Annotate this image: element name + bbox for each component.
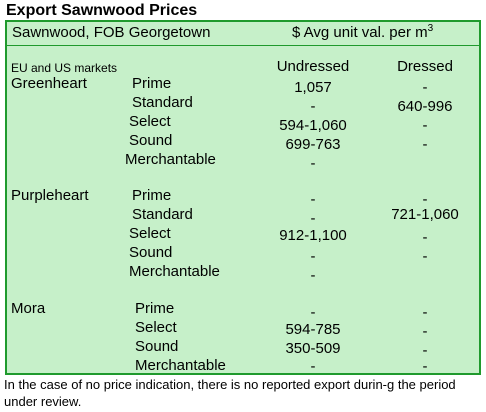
undressed-value: - — [310, 358, 316, 375]
grade-label: Merchantable — [129, 263, 220, 280]
grade-label: Prime — [132, 187, 172, 204]
undressed-value: 912-1,100 — [279, 227, 347, 244]
header-right-text: $ Avg unit val. per m — [292, 24, 428, 41]
undressed-value: 699-763 — [285, 136, 341, 153]
grade-label: Select — [129, 113, 171, 130]
dressed-value: - — [422, 79, 428, 96]
page-title: Export Sawnwood Prices — [6, 2, 198, 19]
header-right-superscript: 3 — [427, 23, 434, 34]
undressed-value: - — [310, 191, 316, 208]
grade-label: Sound — [129, 132, 173, 149]
undressed-value: 594-1,060 — [279, 117, 347, 134]
grade-label: Standard — [132, 94, 193, 111]
species-name: Greenheart — [11, 75, 87, 92]
market-label: EU and US markets — [11, 61, 118, 75]
grade-label: Prime — [135, 300, 175, 317]
table-header-row: Sawnwood, FOB Georgetown $ Avg unit val.… — [7, 22, 479, 46]
undressed-value: - — [310, 267, 316, 284]
grade-label: Sound — [129, 244, 173, 261]
grade-label: Select — [135, 319, 177, 336]
grade-label: Merchantable — [125, 151, 216, 168]
undressed-value: 594-785 — [285, 321, 341, 338]
grade-label: Prime — [132, 75, 172, 92]
dressed-value: - — [422, 358, 428, 375]
dressed-value: - — [422, 117, 428, 134]
grade-label: Merchantable — [135, 357, 226, 374]
dressed-value: 721-1,060 — [391, 206, 459, 223]
column-header-dressed: Dressed — [397, 58, 453, 75]
grade-label: Standard — [132, 206, 193, 223]
undressed-value: - — [310, 155, 316, 172]
dressed-value: - — [422, 248, 428, 265]
undressed-value: 1,057 — [294, 79, 332, 96]
undressed-value: - — [310, 248, 316, 265]
undressed-value: - — [310, 98, 316, 115]
dressed-value: - — [422, 304, 428, 321]
header-left-label: Sawnwood, FOB Georgetown — [12, 24, 211, 41]
species-name: Purpleheart — [11, 187, 89, 204]
species-name: Mora — [11, 300, 46, 317]
column-header-undressed: Undressed — [276, 58, 350, 75]
dressed-value: - — [422, 342, 428, 359]
undressed-value: 350-509 — [285, 340, 341, 357]
header-right-label: $ Avg unit val. per m3 — [292, 24, 433, 42]
footnote: In the case of no price indication, ther… — [4, 377, 456, 409]
undressed-value: - — [310, 304, 316, 321]
grade-label: Sound — [135, 338, 179, 355]
dressed-value: - — [422, 191, 428, 208]
dressed-value: - — [422, 136, 428, 153]
dressed-value: 640-996 — [397, 98, 453, 115]
price-table: Sawnwood, FOB Georgetown $ Avg unit val.… — [5, 20, 481, 375]
dressed-value: - — [422, 323, 428, 340]
undressed-value: - — [310, 210, 316, 227]
dressed-value: - — [422, 229, 428, 246]
grade-label: Select — [129, 225, 171, 242]
